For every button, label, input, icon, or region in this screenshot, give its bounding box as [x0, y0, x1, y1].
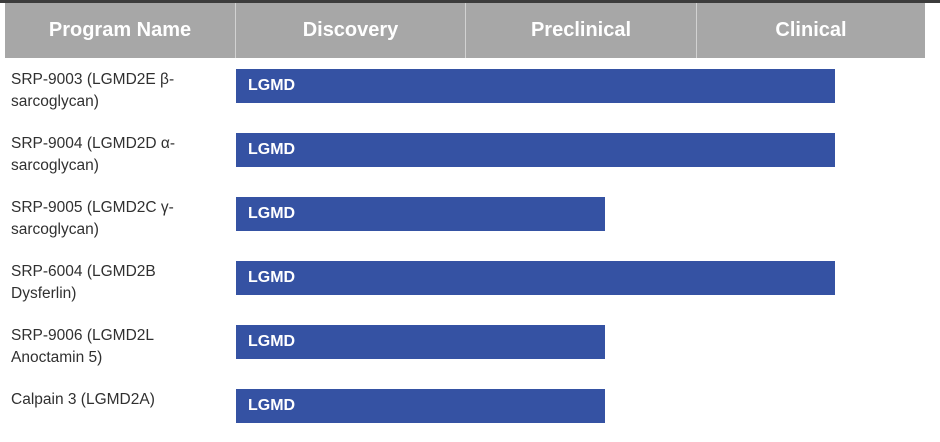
pipeline-table: Program Name Discovery Preclinical Clini… — [0, 0, 940, 423]
program-name: Calpain 3 (LGMD2A) — [11, 391, 155, 408]
table-row: SRP-9003 (LGMD2E β-sarcoglycan) LGMD — [0, 58, 940, 122]
program-name: SRP-9004 (LGMD2D α-sarcoglycan) — [11, 135, 176, 174]
table-row: SRP-6004 (LGMD2B Dysferlin) LGMD — [0, 250, 940, 314]
bar-label: LGMD — [248, 397, 296, 414]
header-discovery: Discovery — [235, 3, 465, 58]
progress-bar: LGMD — [236, 69, 835, 103]
table-body: SRP-9003 (LGMD2E β-sarcoglycan) LGMD SRP… — [0, 58, 940, 442]
table-row: SRP-9005 (LGMD2C γ-sarcoglycan) LGMD — [0, 186, 940, 250]
table-row: SRP-9006 (LGMD2L Anoctamin 5) LGMD — [0, 314, 940, 378]
header-clinical: Clinical — [696, 3, 925, 58]
progress-bar: LGMD — [236, 133, 835, 167]
bar-label: LGMD — [248, 333, 296, 350]
header-preclinical: Preclinical — [465, 3, 696, 58]
bar-label: LGMD — [248, 141, 296, 158]
progress-bar: LGMD — [236, 197, 605, 231]
progress-bar: LGMD — [236, 261, 835, 295]
top-rule — [0, 0, 940, 3]
bar-label: LGMD — [248, 77, 296, 94]
program-name: SRP-9003 (LGMD2E β-sarcoglycan) — [11, 71, 175, 110]
table-row: SRP-9004 (LGMD2D α-sarcoglycan) LGMD — [0, 122, 940, 186]
bar-label: LGMD — [248, 205, 296, 222]
header-program-name: Program Name — [48, 19, 192, 41]
program-name: SRP-9005 (LGMD2C γ-sarcoglycan) — [11, 199, 174, 238]
table-header: Program Name Discovery Preclinical Clini… — [5, 3, 925, 58]
progress-bar: LGMD — [236, 325, 605, 359]
program-name: SRP-6004 (LGMD2B Dysferlin) — [11, 263, 156, 302]
program-name: SRP-9006 (LGMD2L Anoctamin 5) — [11, 327, 154, 366]
bar-label: LGMD — [248, 269, 296, 286]
progress-bar: LGMD — [236, 389, 605, 423]
table-row: Calpain 3 (LGMD2A) LGMD — [0, 378, 940, 442]
